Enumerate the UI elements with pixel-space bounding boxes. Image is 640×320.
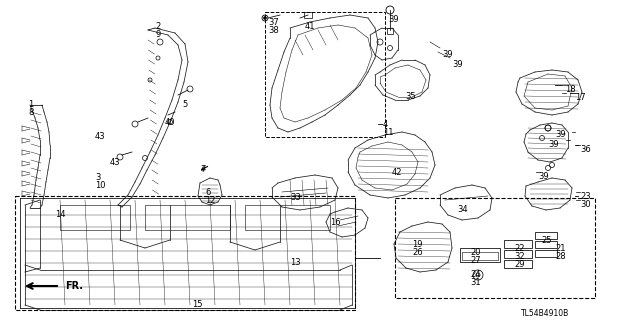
Bar	[15, 196, 355, 310]
Text: 39: 39	[548, 140, 559, 149]
Text: 24: 24	[470, 270, 481, 279]
Text: TL54B4910B: TL54B4910B	[521, 308, 569, 317]
Text: 39: 39	[538, 172, 548, 181]
Text: 23: 23	[580, 192, 591, 201]
Text: 34: 34	[457, 205, 468, 214]
Text: 37: 37	[268, 18, 279, 27]
Text: 43: 43	[110, 158, 120, 167]
Text: 36: 36	[580, 145, 591, 154]
Bar	[395, 198, 595, 298]
Text: 31: 31	[470, 278, 481, 287]
Text: 33: 33	[290, 193, 301, 202]
Text: 25: 25	[541, 236, 552, 245]
Text: 10: 10	[95, 181, 106, 190]
Text: 16: 16	[330, 218, 340, 227]
Bar	[460, 248, 500, 262]
Text: 38: 38	[268, 26, 279, 35]
Text: 18: 18	[565, 85, 575, 94]
Text: 6: 6	[205, 188, 211, 197]
Text: 9: 9	[155, 30, 160, 39]
Text: 14: 14	[55, 210, 65, 219]
Text: 26: 26	[412, 248, 422, 257]
Bar	[504, 260, 532, 268]
Text: 27: 27	[470, 256, 481, 265]
Text: 19: 19	[412, 240, 422, 249]
Text: 20: 20	[470, 248, 481, 257]
Text: 12: 12	[205, 196, 216, 205]
Bar	[60, 205, 130, 230]
Text: 41: 41	[305, 22, 316, 31]
Text: 17: 17	[575, 93, 586, 102]
Bar	[535, 250, 557, 257]
Text: 35: 35	[405, 92, 415, 101]
Text: 3: 3	[95, 173, 100, 182]
Text: 39: 39	[452, 60, 463, 69]
Bar	[265, 12, 385, 137]
Bar	[387, 28, 393, 34]
Text: 32: 32	[514, 252, 525, 261]
Bar	[245, 205, 330, 230]
Circle shape	[264, 17, 266, 20]
Text: 11: 11	[383, 128, 394, 137]
Text: 5: 5	[182, 100, 188, 109]
Text: 29: 29	[514, 260, 525, 269]
Text: 8: 8	[28, 108, 33, 117]
Bar	[462, 252, 498, 260]
Text: 28: 28	[555, 252, 566, 261]
Bar	[304, 12, 312, 18]
Text: 13: 13	[290, 258, 301, 267]
Text: FR.: FR.	[65, 281, 83, 291]
Bar	[504, 240, 532, 248]
Text: 40: 40	[165, 118, 175, 127]
Text: 7: 7	[200, 165, 205, 174]
Text: 15: 15	[192, 300, 202, 309]
Text: 43: 43	[95, 132, 106, 141]
Text: 2: 2	[155, 22, 160, 31]
Text: 21: 21	[555, 244, 566, 253]
Text: 4: 4	[383, 120, 388, 129]
Text: 39: 39	[388, 15, 399, 24]
Text: 30: 30	[580, 200, 591, 209]
Bar	[504, 250, 532, 258]
Text: 42: 42	[392, 168, 403, 177]
Bar	[535, 232, 557, 239]
Text: 22: 22	[514, 244, 525, 253]
Text: 39: 39	[442, 50, 452, 59]
Text: 39: 39	[555, 130, 566, 139]
Bar	[535, 241, 557, 248]
Text: 1: 1	[28, 100, 33, 109]
Bar	[145, 205, 230, 230]
